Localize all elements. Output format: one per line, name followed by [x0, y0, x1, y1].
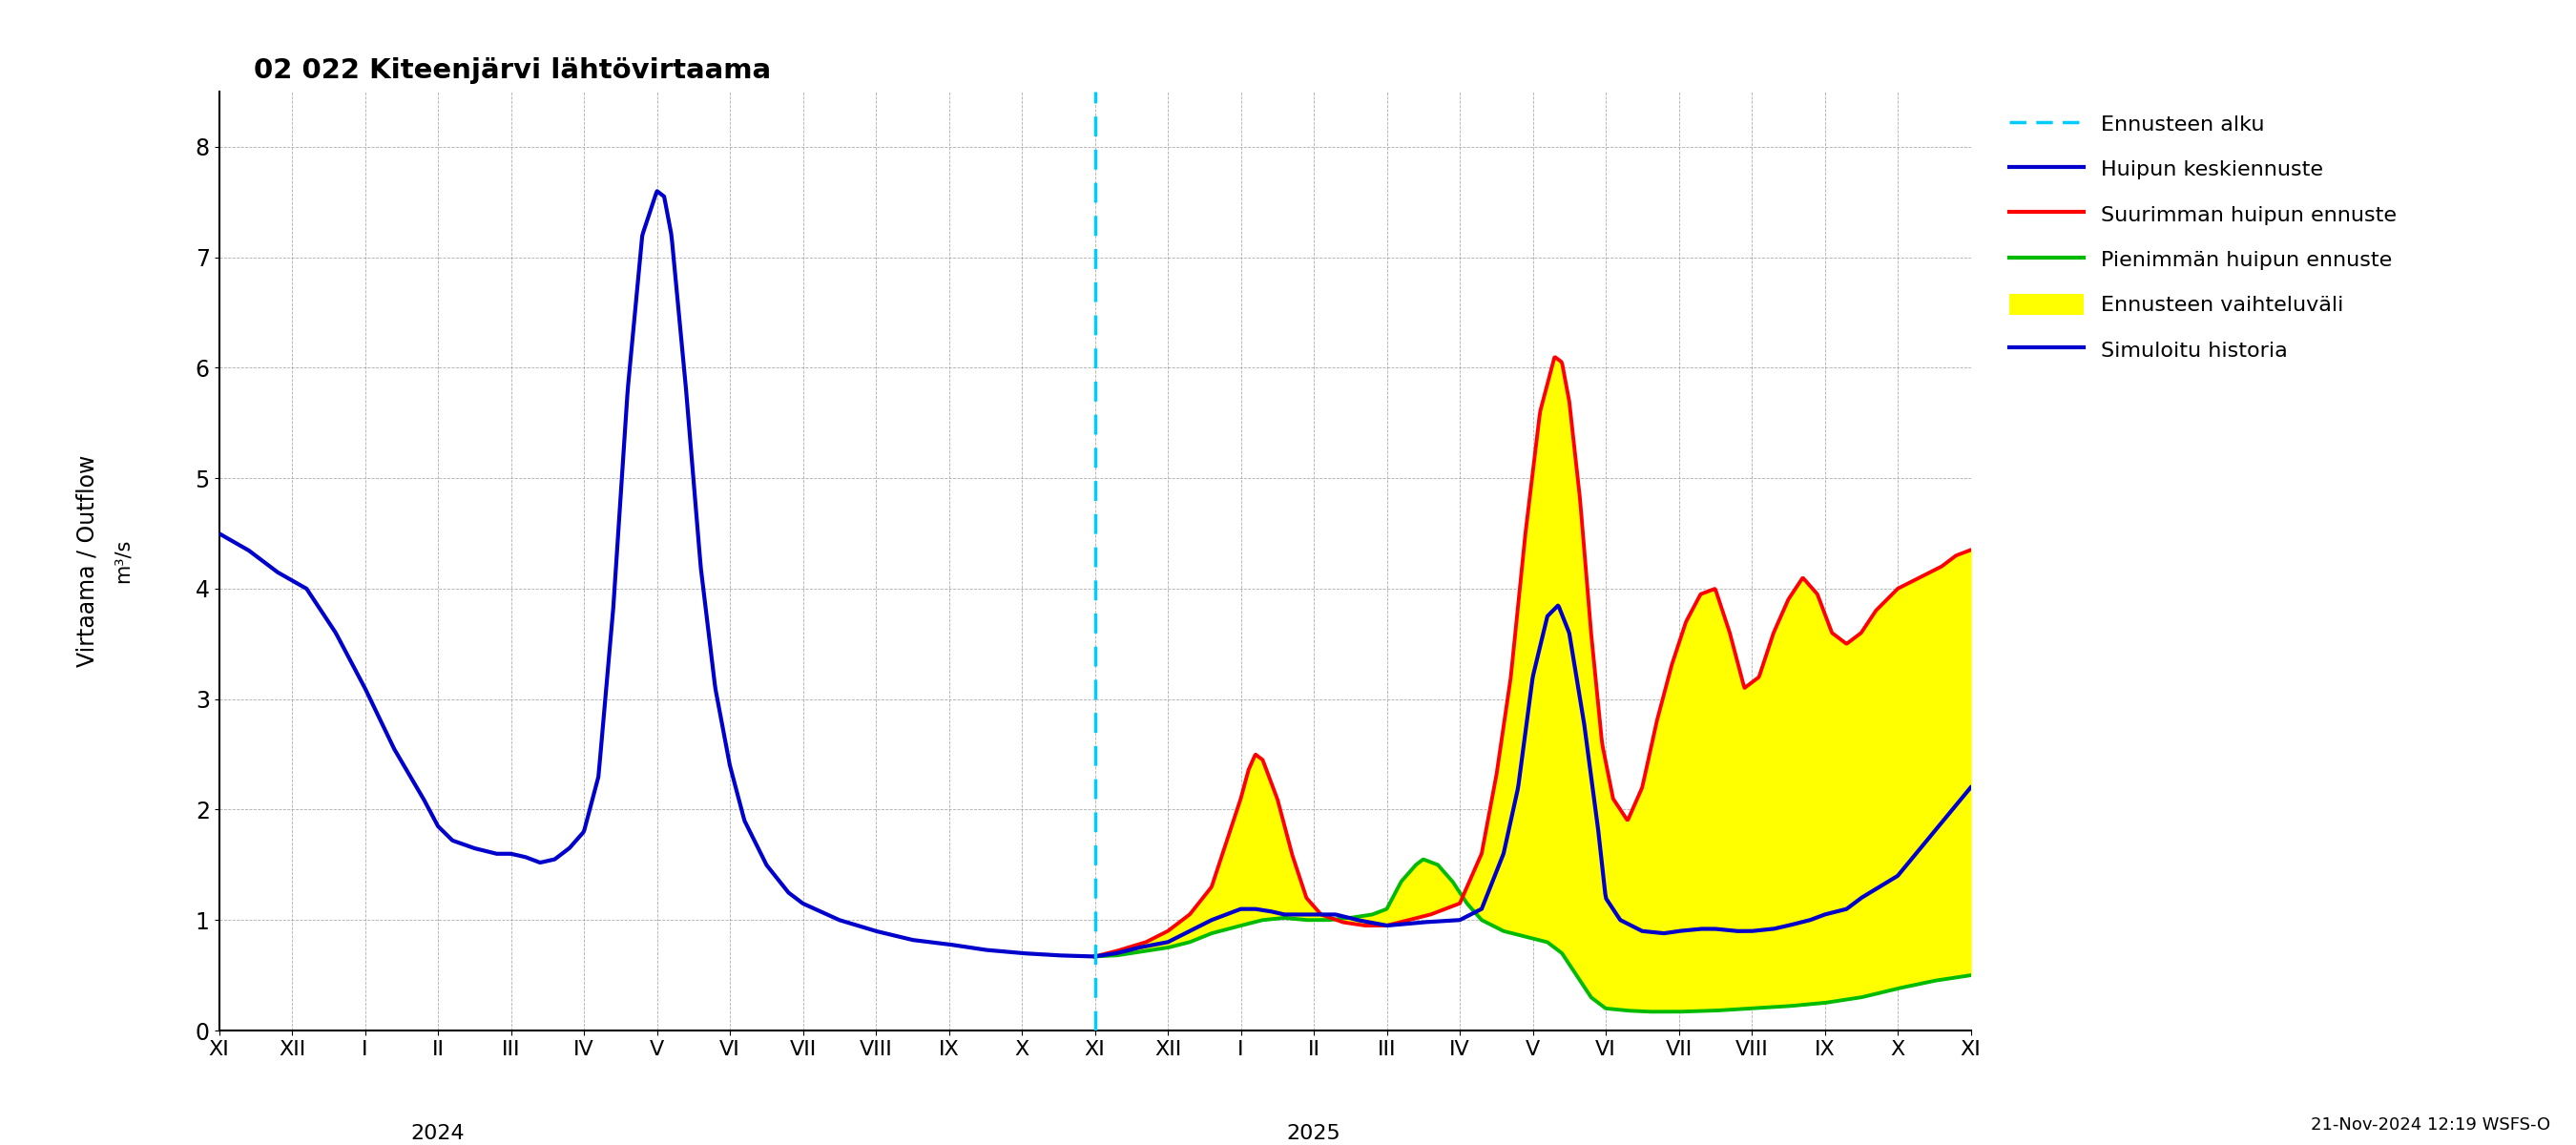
Legend: Ennusteen alku, Huipun keskiennuste, Suurimman huipun ennuste, Pienimmän huipun : Ennusteen alku, Huipun keskiennuste, Suu… [1999, 102, 2406, 371]
Text: Virtaama / Outflow: Virtaama / Outflow [77, 455, 98, 668]
Text: 02 022 Kiteenjärvi lähtövirtaama: 02 022 Kiteenjärvi lähtövirtaama [255, 57, 770, 84]
Text: 2025: 2025 [1285, 1124, 1342, 1144]
Text: 21-Nov-2024 12:19 WSFS-O: 21-Nov-2024 12:19 WSFS-O [2311, 1116, 2550, 1134]
Text: 2024: 2024 [412, 1124, 464, 1144]
Text: m³/s: m³/s [113, 539, 131, 583]
